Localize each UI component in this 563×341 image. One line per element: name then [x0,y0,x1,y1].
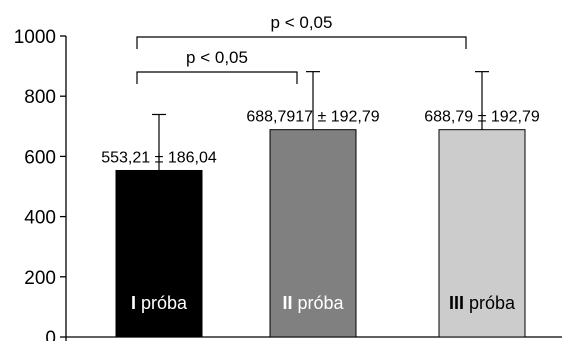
significance-label: p < 0,05 [186,48,248,67]
y-tick-label: 200 [24,268,56,289]
category-word: próba [464,293,516,313]
value-label: 553,21 ± 186,04 [101,149,217,166]
category-numeral: II [282,293,292,313]
significance-brackets: p < 0,05 p < 0,05 [136,13,467,84]
error-bars [152,71,489,171]
category-numeral: I [131,293,136,313]
bar [115,169,203,338]
category-label: I próba [131,293,188,313]
y-tick-label: 600 [24,147,56,168]
category-word: próba [292,293,344,313]
category-label: III próba [449,293,516,313]
bar [269,129,357,338]
y-tick-label: 800 [24,87,56,108]
value-labels: 553,21 ± 186,04 688,7917 ± 192,79 688,79 ±… [101,109,540,167]
y-tick-label: 1000 [14,27,56,48]
significance-bracket [136,71,298,84]
category-word: próba [136,293,188,313]
bars: I próba II próba III próba [115,129,526,338]
category-label: II próba [282,293,344,313]
significance-bracket [136,36,467,49]
value-label: 688,7917 ± 192,79 [246,109,379,126]
y-tick-label: 400 [24,208,56,229]
category-numeral: III [449,293,464,313]
significance-label: p < 0,05 [271,13,333,32]
value-label: 688,79 ± 192,79 [424,109,540,126]
y-tick-label: 0 [45,328,56,341]
y-axis: 0 200 400 600 800 1000 [14,27,67,341]
